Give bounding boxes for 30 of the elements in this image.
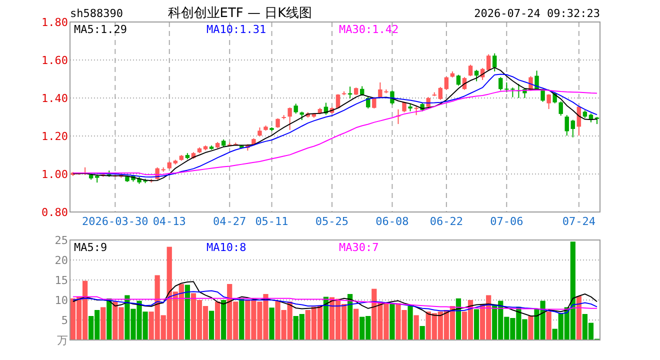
ytick: 万 — [57, 334, 68, 347]
ytick: 20 — [54, 254, 68, 267]
xtick: 04-27 — [213, 215, 246, 228]
xtick: 05-11 — [255, 215, 288, 228]
ytick: 1.40 — [42, 92, 68, 105]
ytick: 15 — [54, 274, 68, 287]
legend: MA5:9 — [74, 241, 108, 254]
subtitle: sh588390 — [70, 7, 123, 20]
xtick: 05-25 — [315, 215, 349, 228]
xtick: 2026-03-30 — [82, 215, 148, 228]
xtick: 07-06 — [490, 215, 524, 228]
xtick: 06-08 — [376, 215, 409, 228]
ytick: 25 — [54, 234, 68, 247]
ytick: 5 — [61, 314, 68, 327]
title: 科创创业ETF — 日K线图 — [168, 6, 312, 21]
xtick: 04-13 — [152, 215, 186, 228]
legend: MA10:1.31 — [206, 23, 266, 36]
xtick: 06-22 — [430, 215, 463, 228]
legend: MA30:1.42 — [339, 23, 399, 36]
ytick: 1.20 — [42, 130, 68, 143]
ytick: 1.80 — [42, 16, 68, 29]
legend: MA10:8 — [206, 241, 246, 254]
xtick: 07-24 — [562, 215, 596, 228]
ytick: 0.80 — [42, 206, 68, 219]
ytick: 10 — [54, 294, 68, 307]
legend: MA5:1.29 — [74, 23, 127, 36]
ytick: 1.00 — [42, 168, 68, 181]
annotation: 2026-07-24 09:32:23 — [474, 7, 600, 20]
ytick: 1.60 — [42, 54, 68, 67]
legend: MA30:7 — [339, 241, 379, 254]
